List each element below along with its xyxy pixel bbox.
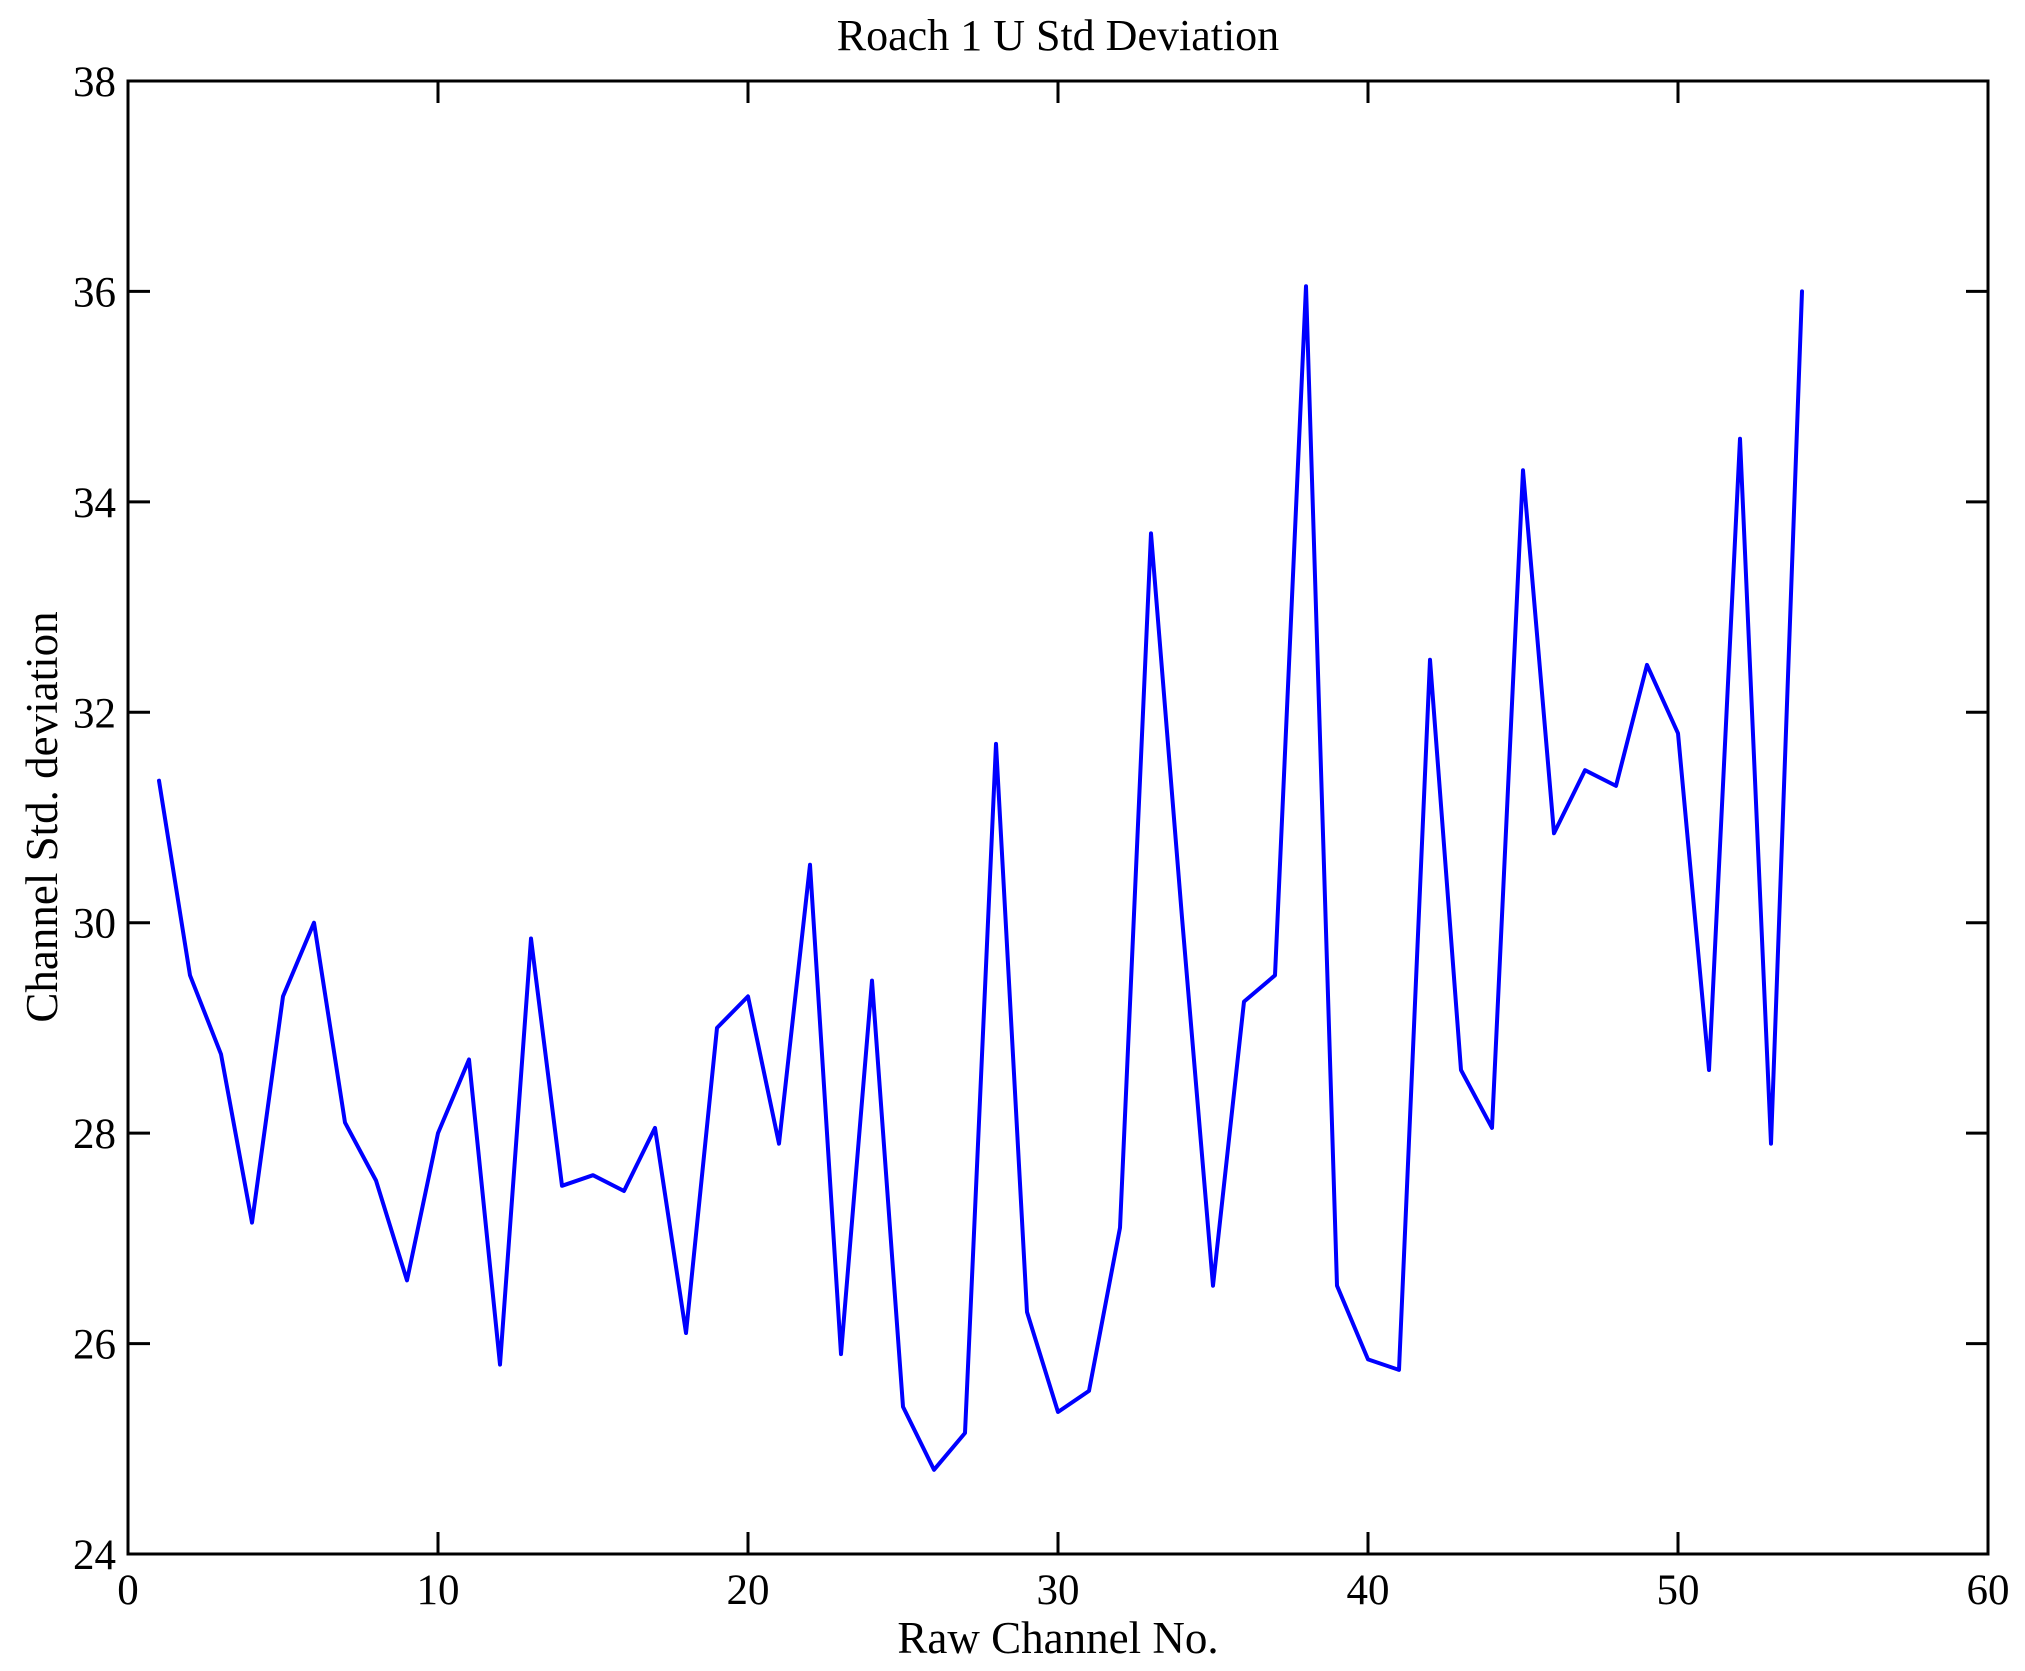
y-axis-label: Channel Std. deviation: [17, 611, 67, 1023]
y-tick-label: 38: [73, 59, 116, 106]
data-line: [157, 284, 1804, 1472]
x-tick-label: 20: [727, 1567, 770, 1614]
x-tick-label: 10: [417, 1567, 460, 1614]
x-tick-label: 40: [1347, 1567, 1390, 1614]
y-tick-label: 28: [73, 1111, 116, 1158]
chart-title: Roach 1 U Std Deviation: [836, 11, 1280, 60]
x-tick-label: 30: [1037, 1567, 1080, 1614]
x-axis-label: Raw Channel No.: [897, 1613, 1219, 1663]
y-tick-label: 36: [73, 269, 116, 316]
y-tick-label: 30: [73, 901, 116, 948]
y-tick-label: 32: [73, 690, 116, 737]
y-tick-label: 34: [73, 480, 116, 527]
axes-box: [126, 79, 1990, 1556]
x-tick-label: 60: [1967, 1567, 2010, 1614]
x-tick-label: 0: [117, 1567, 139, 1614]
y-tick-label: 24: [73, 1532, 116, 1579]
x-tick-label: 50: [1657, 1567, 1700, 1614]
y-tick-label: 26: [73, 1322, 116, 1369]
